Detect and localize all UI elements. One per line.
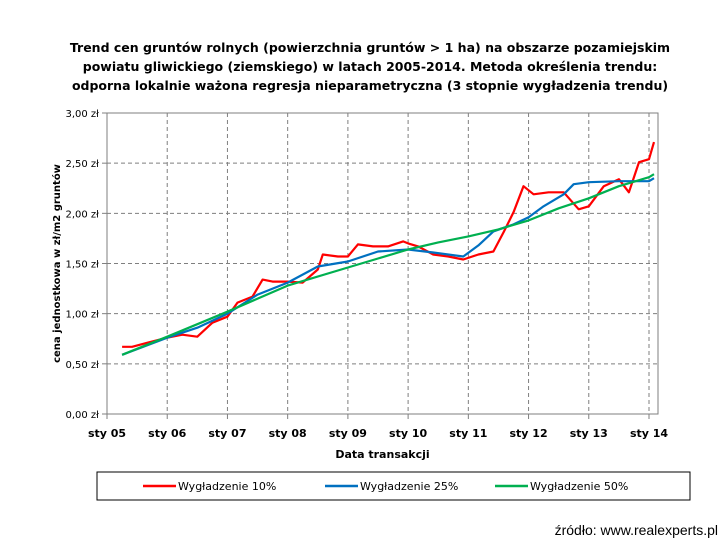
x-tick-label: sty 14 [630, 427, 668, 440]
x-axis-label: Data transakcji [335, 448, 429, 461]
y-tick-label: 2,00 zł [65, 209, 99, 220]
series-line [122, 141, 656, 348]
x-tick-label: sty 10 [389, 427, 427, 440]
chart-title-line: Trend cen gruntów rolnych (powierzchnia … [69, 40, 671, 55]
x-tick-label: sty 08 [269, 427, 307, 440]
y-tick-label: 0,00 zł [65, 410, 99, 421]
legend-label: Wygładzenie 50% [530, 480, 628, 493]
x-tick-label: sty 05 [88, 427, 126, 440]
chart-title: Trend cen gruntów rolnych (powierzchnia … [40, 38, 700, 95]
source-note: źródło: www.realexperts.pl [554, 522, 718, 538]
x-tick-label: sty 11 [449, 427, 487, 440]
series-line [121, 177, 655, 356]
legend-label: Wygładzenie 10% [178, 480, 276, 493]
x-tick-label: sty 09 [329, 427, 367, 440]
x-tick-label: sty 12 [509, 427, 547, 440]
x-tick-label: sty 06 [148, 427, 186, 440]
series-line [121, 173, 655, 356]
y-tick-label: 0,50 zł [65, 360, 99, 371]
plot-area [106, 112, 659, 415]
y-tick-label: 3,00 zł [65, 109, 99, 120]
legend-box [96, 471, 691, 501]
legend-label: Wygładzenie 25% [360, 480, 458, 493]
y-axis-label: cena jednostkowa w zł/m2 gruntów [51, 164, 63, 363]
y-tick-label: 1,50 zł [65, 260, 99, 271]
y-tick-label: 2,50 zł [65, 159, 99, 170]
chart-title-line: odporna lokalnie ważona regresja niepara… [71, 78, 669, 93]
chart-title-line: powiatu gliwickiego (ziemskiego) w latac… [82, 59, 658, 74]
x-tick-label: sty 13 [570, 427, 608, 440]
y-tick-label: 1,00 zł [65, 310, 99, 321]
x-tick-label: sty 07 [208, 427, 246, 440]
